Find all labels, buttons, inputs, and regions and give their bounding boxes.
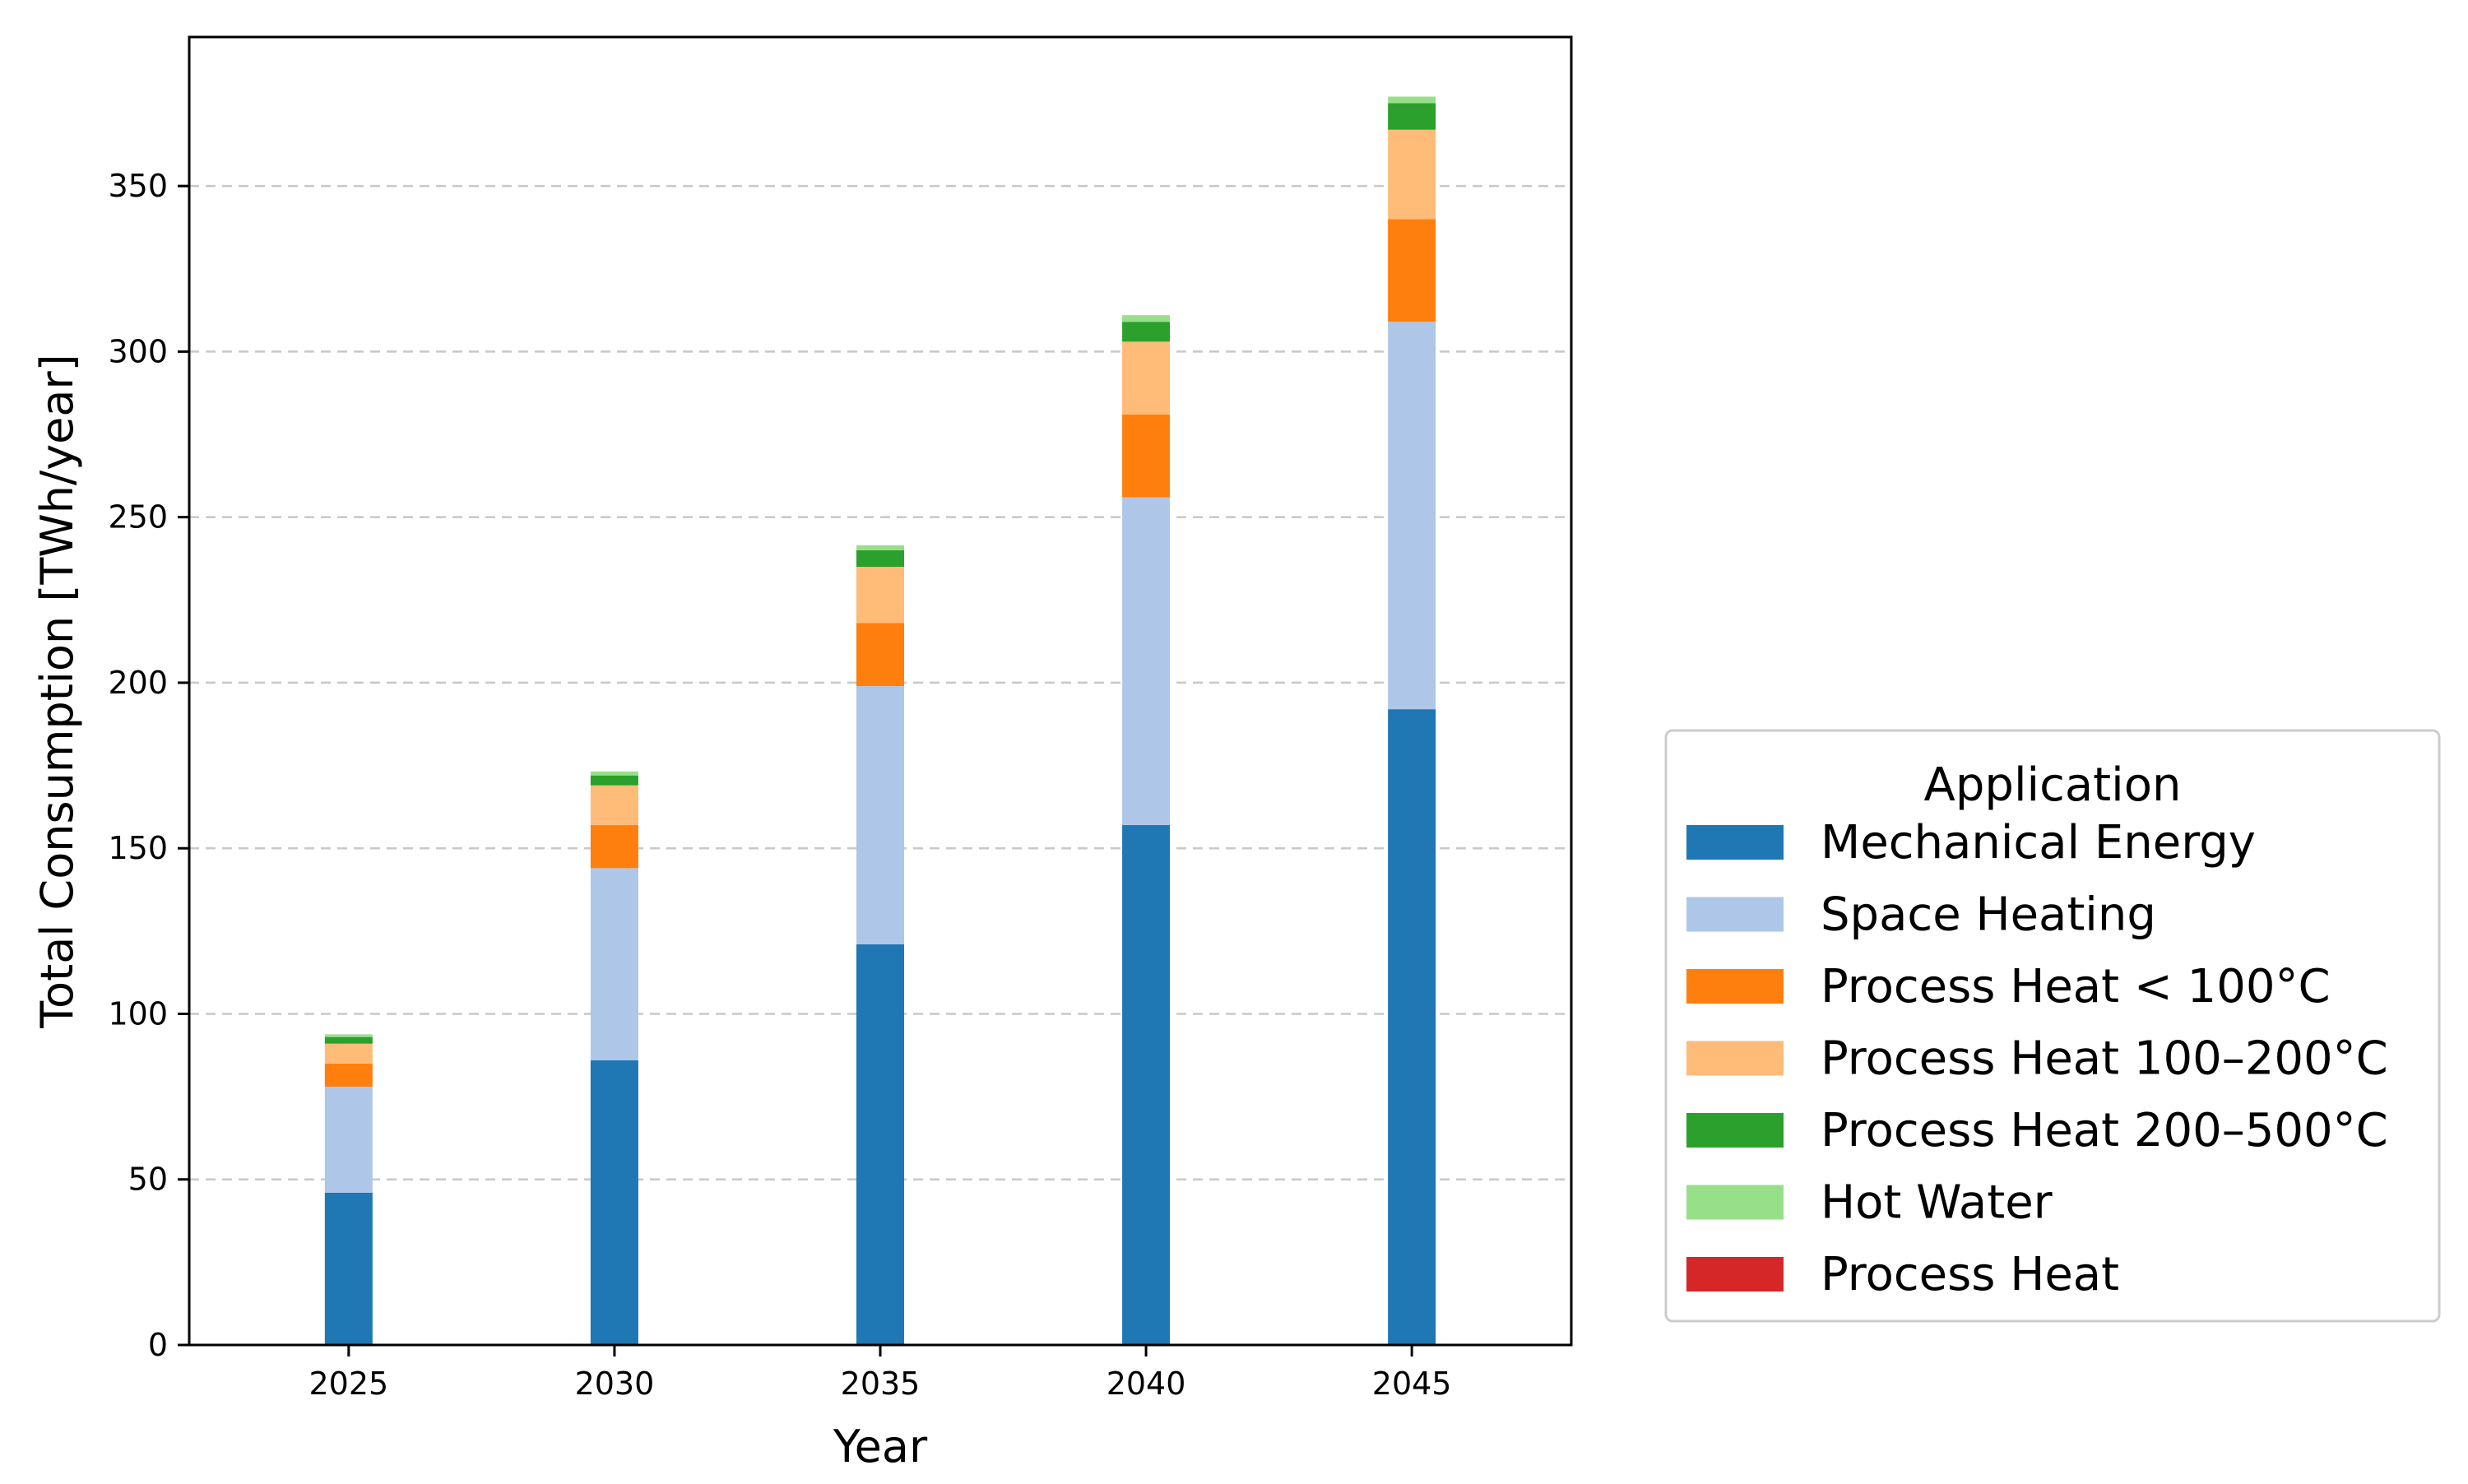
bars <box>324 96 1436 1345</box>
bar-segment <box>1388 103 1436 130</box>
bar-segment <box>1122 497 1171 826</box>
legend-frame <box>1664 729 2441 1323</box>
x-tick-label: 2040 <box>1106 1366 1186 1402</box>
legend: Application Mechanical Energy Space Heati… <box>1664 729 2441 1323</box>
legend-swatch <box>1686 1041 1784 1076</box>
x-axis-ticks: 2025 2030 2035 2040 2045 <box>308 1345 1452 1402</box>
legend-label: Process Heat 200–500°C <box>1821 1104 2388 1157</box>
bar-segment <box>1122 315 1171 322</box>
legend-swatch <box>1686 969 1784 1004</box>
bar-segment <box>1122 341 1171 415</box>
legend-swatch <box>1686 897 1784 932</box>
bar-segment <box>1388 96 1436 104</box>
y-tick-label: 150 <box>108 830 168 866</box>
y-tick-label: 200 <box>108 665 168 701</box>
bar-segment <box>324 1036 373 1044</box>
legend-items: Mechanical Energy Space Heating Process He… <box>1686 816 2388 1301</box>
legend-swatch <box>1686 1185 1784 1220</box>
legend-label: Hot Water <box>1821 1176 2053 1230</box>
bar-segment <box>1388 322 1436 710</box>
legend-label: Process Heat <box>1821 1248 2119 1301</box>
bar-segment <box>856 944 904 1345</box>
bar-segment <box>856 550 904 568</box>
legend-swatch <box>1686 1257 1784 1292</box>
legend-swatch <box>1686 825 1784 860</box>
x-tick-label: 2030 <box>575 1366 655 1402</box>
x-tick-label: 2035 <box>841 1366 921 1402</box>
bar-segment <box>590 868 638 1060</box>
legend-label: Process Heat < 100°C <box>1821 960 2331 1013</box>
legend-label: Process Heat 100–200°C <box>1821 1032 2388 1086</box>
y-tick-label: 0 <box>148 1327 168 1363</box>
x-tick-label: 2045 <box>1372 1366 1452 1402</box>
bar-segment <box>590 785 638 826</box>
bar-segment <box>324 1034 373 1037</box>
bar-segment <box>590 1060 638 1345</box>
bar-segment <box>1122 825 1171 1345</box>
y-axis-ticks: 0 50 100 150 200 250 300 350 <box>108 168 189 1363</box>
y-axis-title: Total Consumption [TWh/year] <box>31 354 83 1029</box>
bar-segment <box>856 567 904 624</box>
bar-segment <box>856 623 904 686</box>
x-tick-label: 2025 <box>308 1366 388 1402</box>
bar-segment <box>1388 219 1436 322</box>
y-tick-label: 100 <box>108 995 168 1032</box>
bar-segment <box>856 545 904 550</box>
y-tick-label: 50 <box>128 1162 168 1198</box>
bar-segment <box>324 1063 373 1087</box>
x-axis-title: Year <box>833 1421 928 1472</box>
y-tick-label: 300 <box>108 333 168 369</box>
bar-segment <box>1388 129 1436 220</box>
bar-segment <box>590 825 638 869</box>
y-tick-label: 350 <box>108 168 168 204</box>
bar-segment <box>856 685 904 944</box>
bar-segment <box>1122 414 1171 498</box>
bar-segment <box>324 1087 373 1193</box>
legend-label: Space Heating <box>1821 888 2156 942</box>
y-tick-label: 250 <box>108 499 168 536</box>
bar-segment <box>590 775 638 786</box>
bar-segment <box>324 1192 373 1345</box>
bar-segment <box>1122 322 1171 342</box>
bar-segment <box>1388 709 1436 1345</box>
legend-title: Application <box>1924 758 2182 812</box>
bar-segment <box>590 771 638 776</box>
bar-segment <box>324 1043 373 1064</box>
legend-swatch <box>1686 1113 1784 1148</box>
legend-label: Mechanical Energy <box>1821 816 2256 870</box>
